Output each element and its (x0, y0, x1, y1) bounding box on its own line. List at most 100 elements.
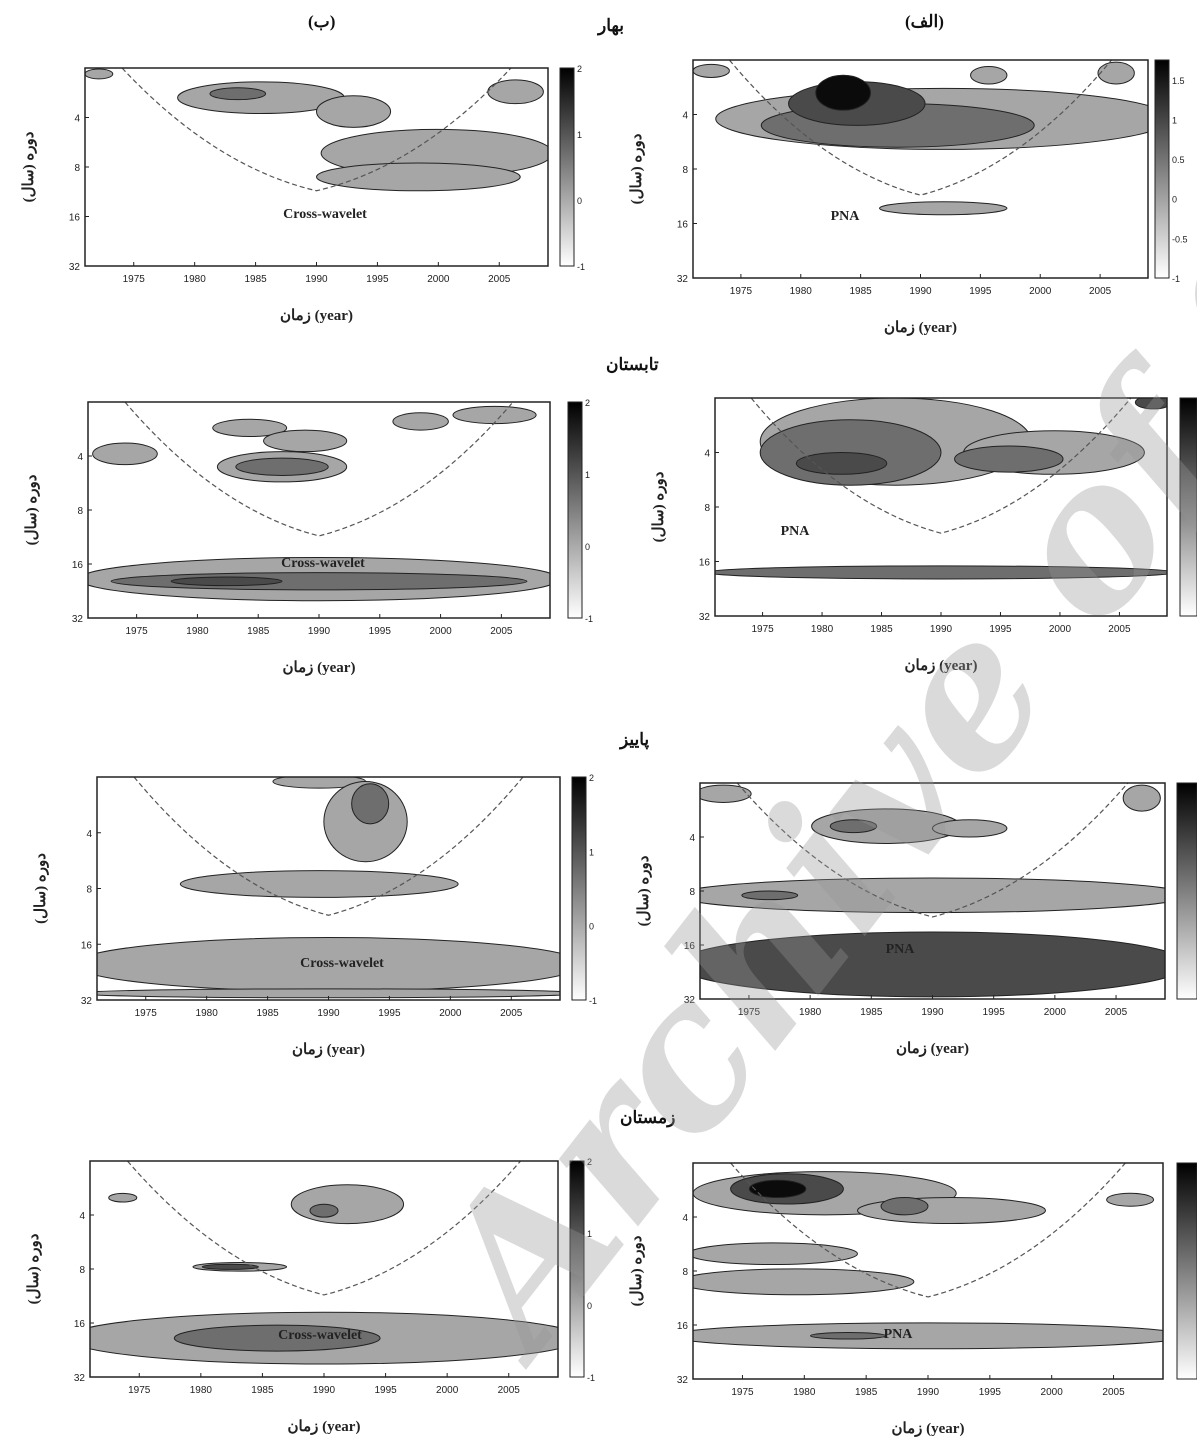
x-tick-label: 1990 (308, 626, 331, 637)
x-axis-label: زمان (year) (905, 658, 978, 674)
colorbar-tick-label: 0 (585, 542, 590, 552)
x-tick-label: 1975 (751, 624, 774, 635)
y-tick-label: 32 (81, 996, 93, 1007)
y-tick-label: 8 (704, 503, 710, 514)
cone-of-influence (126, 1161, 522, 1296)
x-tick-label: 1995 (969, 286, 992, 297)
significance-region (748, 1179, 807, 1199)
colorbar-tick-label: -1 (585, 614, 593, 624)
cone-of-influence (736, 783, 1129, 918)
x-tick-label: 1985 (870, 624, 893, 635)
plot-series-label: PNA (884, 1327, 914, 1342)
x-tick-label: 1975 (135, 1008, 158, 1019)
significance-region (170, 576, 283, 587)
colorbar-tick-label: -1 (587, 1373, 595, 1383)
significance-contours (693, 60, 1148, 216)
x-tick-label: 2005 (498, 1385, 521, 1396)
y-tick-label: 16 (677, 1321, 689, 1332)
x-tick-label: 2000 (439, 1008, 462, 1019)
colorbar-tick-label: -1 (589, 996, 597, 1006)
x-tick-label: 1980 (793, 1387, 816, 1398)
x-tick-label: 1980 (799, 1007, 822, 1018)
significance-region (693, 1242, 858, 1266)
significance-region (309, 1203, 339, 1218)
x-tick-label: 2005 (490, 626, 513, 637)
wavelet-panel-autumn-a: 1975 1980 1985 1990 1995 2000 2005 4 8 16 32 PNA زما… (636, 782, 1197, 1057)
x-tick-label: 2000 (1041, 1387, 1064, 1398)
y-tick-label: 32 (677, 274, 689, 285)
colorbar (571, 776, 587, 1001)
x-tick-label: 1980 (811, 624, 834, 635)
colorbar-tick-label: 0 (589, 922, 594, 932)
significance-region (487, 79, 544, 105)
x-tick-label: 2005 (500, 1008, 523, 1019)
x-tick-label: 2000 (1049, 624, 1072, 635)
y-tick-label: 16 (699, 558, 711, 569)
x-tick-label: 1980 (790, 286, 813, 297)
colorbar-tick-label: 1 (1172, 115, 1177, 125)
x-axis-label: زمان (year) (884, 320, 957, 336)
colorbar-tick-label: 1.5 (1172, 76, 1185, 86)
x-tick-label: 1975 (738, 1007, 761, 1018)
x-tick-label: 2005 (1105, 1007, 1128, 1018)
significance-region (452, 405, 537, 425)
significance-contours (693, 1163, 1163, 1350)
significance-region (85, 68, 114, 80)
y-tick-label: 8 (77, 506, 83, 517)
y-tick-label: 8 (682, 165, 688, 176)
significance-region (235, 457, 329, 476)
x-tick-label: 1990 (305, 274, 328, 285)
x-tick-label: 1985 (256, 1008, 279, 1019)
colorbar (1176, 782, 1197, 1000)
y-tick-label: 4 (77, 452, 83, 463)
y-axis-label: دوره (سال) (33, 853, 49, 924)
x-tick-label: 1975 (126, 626, 149, 637)
colorbar-tick-label: 2 (577, 64, 582, 74)
x-tick-label: 2000 (1029, 286, 1052, 297)
colorbar-tick-label: 0 (1172, 195, 1177, 205)
significance-region (815, 74, 871, 111)
y-tick-label: 4 (689, 833, 695, 844)
significance-contours (700, 783, 1165, 998)
colorbar-tick-label: 1 (585, 470, 590, 480)
significance-region (351, 783, 390, 825)
wavelet-panel-autumn-b: 1975 1980 1985 1990 1995 2000 2005 4 8 16 32 Cross-… (33, 773, 597, 1058)
x-tick-label: 1995 (374, 1385, 397, 1396)
significance-region (693, 63, 730, 78)
significance-region (700, 877, 1165, 914)
plot-series-label: PNA (781, 524, 811, 539)
plot-series-label: Cross-wavelet (300, 956, 384, 971)
significance-region (810, 1332, 887, 1340)
wavelet-panel-summer-a: 1975 1980 1985 1990 1995 2000 2005 4 8 16 32 PNA زما… (651, 397, 1197, 674)
x-tick-label: 2000 (427, 274, 450, 285)
colorbar-tick-label: 1 (589, 847, 594, 857)
colorbar-tick-label: 0 (577, 196, 582, 206)
x-axis-label: زمان (year) (280, 308, 353, 324)
y-tick-label: 16 (74, 1319, 86, 1330)
y-tick-label: 16 (81, 940, 93, 951)
x-tick-label: 1980 (196, 1008, 219, 1019)
y-tick-label: 8 (682, 1267, 688, 1278)
y-axis-label: دوره (سال) (26, 1233, 42, 1304)
season-label-autumn: پاییز (620, 730, 650, 749)
colorbar-tick-label: 2 (585, 398, 590, 408)
plot-series-label: Cross-wavelet (281, 556, 365, 571)
y-tick-label: 8 (86, 885, 92, 896)
x-tick-label: 1975 (128, 1385, 151, 1396)
x-tick-label: 2000 (436, 1385, 459, 1396)
x-tick-label: 2005 (1108, 624, 1131, 635)
y-tick-label: 4 (704, 449, 710, 460)
y-tick-label: 16 (72, 560, 84, 571)
season-label-summer: تابستان (606, 355, 659, 374)
y-axis-label: دوره (سال) (24, 474, 40, 545)
cone-of-influence (121, 68, 512, 192)
x-tick-label: 1985 (860, 1007, 883, 1018)
x-tick-label: 1985 (247, 626, 270, 637)
wavelet-panel-spring-a: 1975 1980 1985 1990 1995 2000 2005 4 8 16 32 PNA زما… (629, 59, 1188, 336)
y-axis-label: دوره (سال) (629, 1235, 645, 1306)
y-tick-label: 32 (677, 1375, 689, 1386)
x-tick-label: 1990 (909, 286, 932, 297)
significance-region (263, 429, 348, 453)
y-tick-label: 4 (682, 1213, 688, 1224)
